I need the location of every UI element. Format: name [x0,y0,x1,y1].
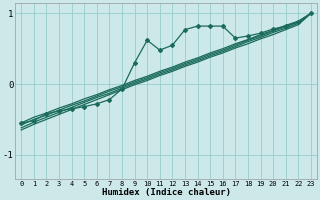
X-axis label: Humidex (Indice chaleur): Humidex (Indice chaleur) [101,188,231,197]
